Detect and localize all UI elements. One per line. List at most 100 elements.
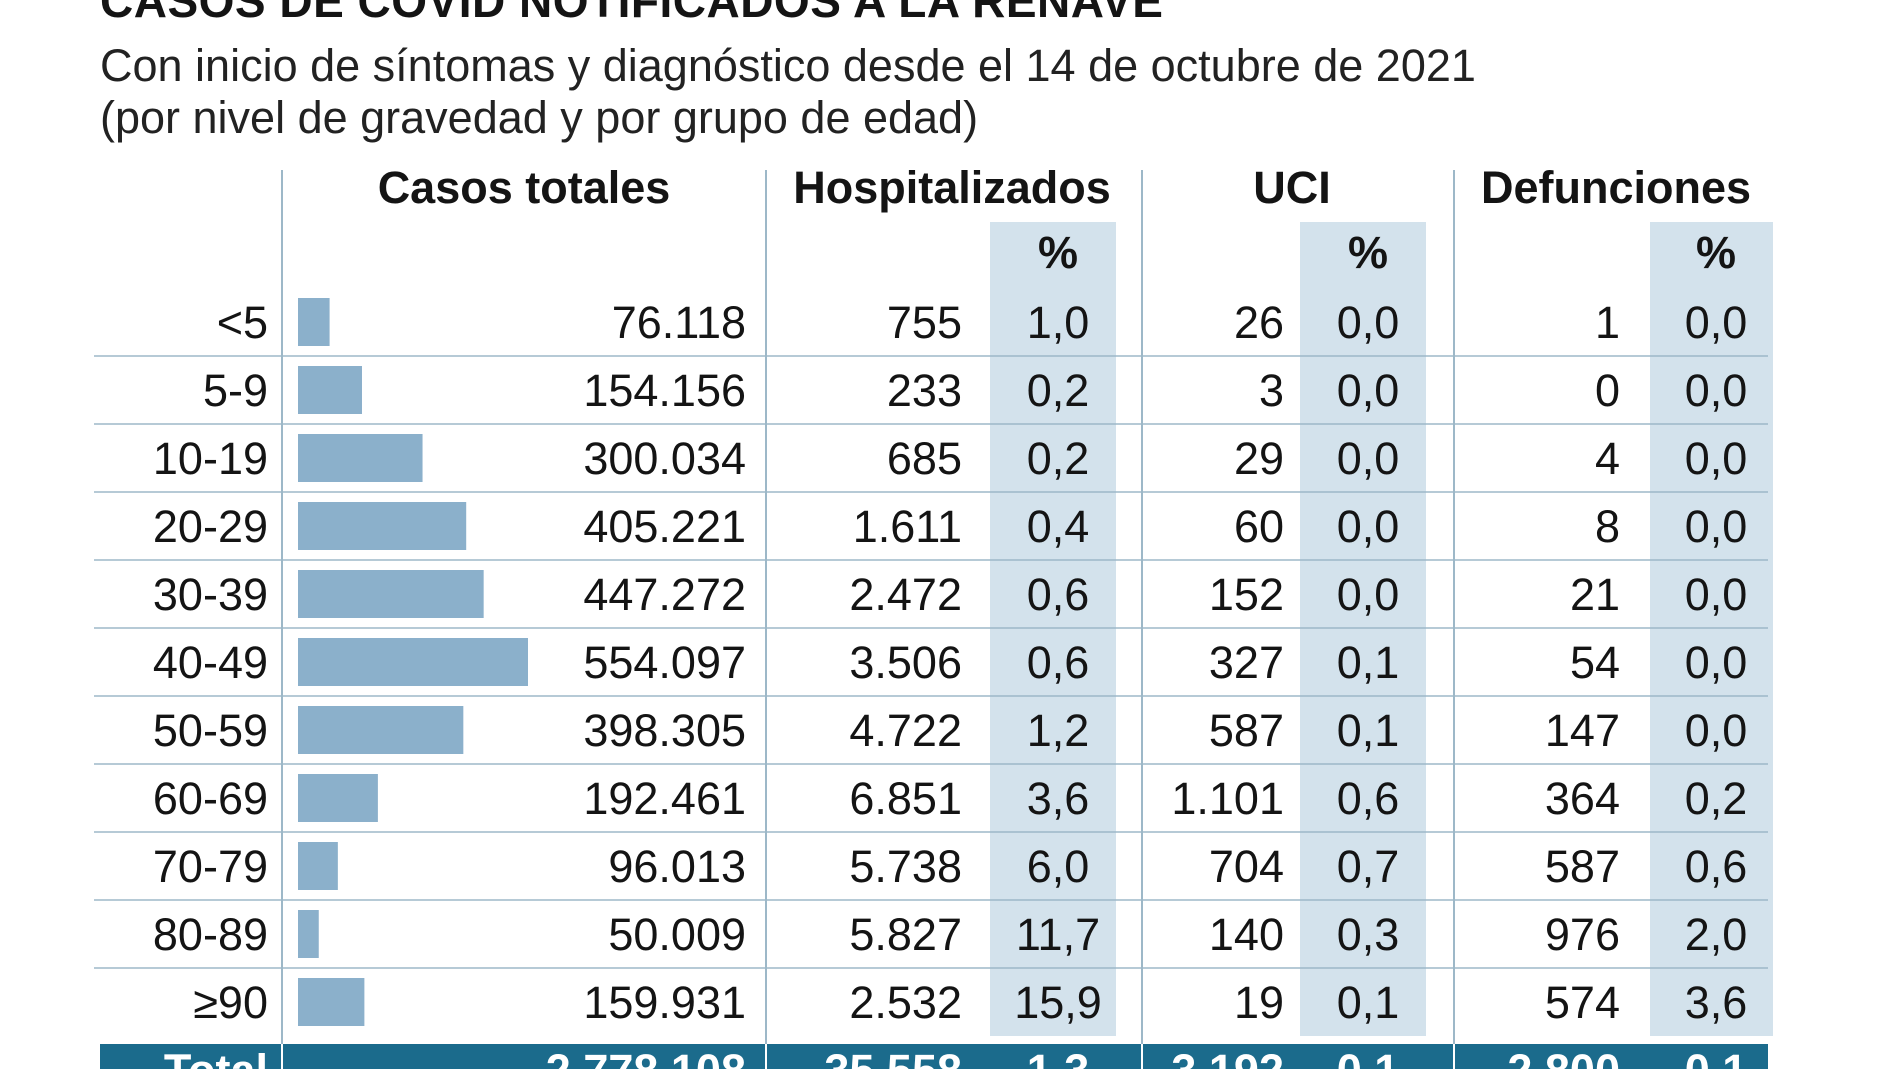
total-band <box>100 1044 1768 1069</box>
table-row: 10-19 300.034 685 0,2 29 0,0 4 0,0 <box>153 433 1747 484</box>
hospitalized-value: 4.722 <box>849 705 962 756</box>
column-headers: Casos totales Hospitalizados UCI Defuncione… <box>378 162 1751 278</box>
uci-value: 19 <box>1234 977 1284 1028</box>
uci-pct: 0,0 <box>1337 569 1400 620</box>
chart-subtitle: Con inicio de síntomas y diagnóstico des… <box>100 40 1476 143</box>
cases-total-value: 159.931 <box>583 977 746 1028</box>
uci-value: 60 <box>1234 501 1284 552</box>
table-rows: <5 76.118 755 1,0 26 0,0 1 0,0 5-9 154.156 233 0,2 3… <box>153 297 1747 1028</box>
total-uci-pct: 0,1 <box>1337 1045 1400 1069</box>
deaths-value: 147 <box>1545 705 1620 756</box>
cases-bar <box>298 366 362 414</box>
hospitalized-value: 755 <box>887 297 962 348</box>
deaths-value: 54 <box>1570 637 1620 688</box>
deaths-value: 8 <box>1595 501 1620 552</box>
table-row: 20-29 405.221 1.611 0,4 60 0,0 8 0,0 <box>153 501 1747 552</box>
total-deaths: 2.800 <box>1507 1045 1620 1069</box>
deaths-value: 1 <box>1595 297 1620 348</box>
deaths-pct: 0,0 <box>1685 365 1748 416</box>
age-group-label: 40-49 <box>153 637 268 688</box>
deaths-value: 976 <box>1545 909 1620 960</box>
column-divider-lines <box>281 170 1455 1069</box>
table-row: 40-49 554.097 3.506 0,6 327 0,1 54 0,0 <box>153 637 1747 688</box>
uci-value: 704 <box>1209 841 1284 892</box>
hospitalized-pct: 1,2 <box>1027 705 1090 756</box>
deaths-value: 0 <box>1595 365 1620 416</box>
cases-bar <box>298 434 423 482</box>
uci-pct: 0,7 <box>1337 841 1400 892</box>
total-label: Total <box>164 1045 268 1069</box>
hospitalized-pct: 15,9 <box>1014 977 1102 1028</box>
uci-pct: 0,0 <box>1337 501 1400 552</box>
hospitalized-value: 1.611 <box>853 501 962 552</box>
deaths-value: 587 <box>1545 841 1620 892</box>
pct-header-uci: % <box>1348 227 1388 278</box>
hospitalized-pct: 3,6 <box>1027 773 1090 824</box>
deaths-value: 4 <box>1595 433 1620 484</box>
uci-pct: 0,1 <box>1337 977 1400 1028</box>
cases-bar <box>298 706 464 754</box>
deaths-pct: 0,2 <box>1685 773 1748 824</box>
hospitalized-pct: 0,4 <box>1027 501 1090 552</box>
deaths-pct: 2,0 <box>1685 909 1748 960</box>
hospitalized-pct: 0,2 <box>1027 433 1090 484</box>
hospitalized-value: 5.827 <box>849 909 962 960</box>
hospitalized-value: 6.851 <box>849 773 962 824</box>
age-group-label: 70-79 <box>153 841 268 892</box>
pct-header-def: % <box>1696 227 1736 278</box>
cases-total-value: 554.097 <box>583 637 746 688</box>
total-row: Total 2.778.108 35.558 1,3 3.192 0,1 2.800 0,1 <box>100 1044 1768 1069</box>
uci-value: 152 <box>1209 569 1284 620</box>
deaths-pct: 0,0 <box>1685 637 1748 688</box>
cases-bar <box>298 774 378 822</box>
hospitalized-value: 2.472 <box>849 569 962 620</box>
age-group-label: 50-59 <box>153 705 268 756</box>
cases-total-value: 192.461 <box>583 773 746 824</box>
age-group-label: 60-69 <box>153 773 268 824</box>
total-cases: 2.778.108 <box>546 1045 746 1069</box>
table-row: ≥90 159.931 2.532 15,9 19 0,1 574 3,6 <box>193 977 1747 1028</box>
hospitalized-pct: 0,6 <box>1027 637 1090 688</box>
table-row: 30-39 447.272 2.472 0,6 152 0,0 21 0,0 <box>153 569 1747 620</box>
hospitalized-pct: 1,0 <box>1027 297 1090 348</box>
cases-total-value: 96.013 <box>608 841 746 892</box>
deaths-value: 574 <box>1545 977 1620 1028</box>
age-group-label: <5 <box>217 297 268 348</box>
header-casos-totales: Casos totales <box>378 162 671 213</box>
hospitalized-value: 233 <box>887 365 962 416</box>
age-group-label: 80-89 <box>153 909 268 960</box>
hospitalized-pct: 6,0 <box>1027 841 1090 892</box>
row-divider-lines <box>94 355 1768 969</box>
age-group-label: 30-39 <box>153 569 268 620</box>
table-row: 5-9 154.156 233 0,2 3 0,0 0 0,0 <box>203 365 1747 416</box>
age-group-label: 10-19 <box>153 433 268 484</box>
deaths-pct: 0,6 <box>1685 841 1748 892</box>
hospitalized-pct: 11,7 <box>1016 909 1100 960</box>
cases-total-value: 447.272 <box>583 569 746 620</box>
header-defunciones: Defunciones <box>1481 162 1751 213</box>
age-group-label: 5-9 <box>203 365 268 416</box>
deaths-pct: 0,0 <box>1685 705 1748 756</box>
cases-bar <box>298 298 330 346</box>
cases-bar <box>298 638 528 686</box>
uci-pct: 0,6 <box>1337 773 1400 824</box>
uci-value: 26 <box>1234 297 1284 348</box>
table-row: 60-69 192.461 6.851 3,6 1.101 0,6 364 0,2 <box>153 773 1747 824</box>
uci-value: 140 <box>1209 909 1284 960</box>
uci-value: 587 <box>1209 705 1284 756</box>
total-hospitalized-pct: 1,3 <box>1027 1045 1090 1069</box>
uci-pct: 0,1 <box>1337 705 1400 756</box>
pct-header-hosp: % <box>1038 227 1078 278</box>
uci-pct: 0,0 <box>1337 365 1400 416</box>
table-row: 70-79 96.013 5.738 6,0 704 0,7 587 0,6 <box>153 841 1747 892</box>
uci-pct: 0,0 <box>1337 433 1400 484</box>
table-row: 80-89 50.009 5.827 11,7 140 0,3 976 2,0 <box>153 909 1747 960</box>
cases-bar <box>298 978 365 1026</box>
total-uci: 3.192 <box>1171 1045 1284 1069</box>
cases-total-value: 398.305 <box>583 705 746 756</box>
cases-total-value: 154.156 <box>583 365 746 416</box>
deaths-pct: 0,0 <box>1685 501 1748 552</box>
cases-total-value: 405.221 <box>583 501 746 552</box>
uci-value: 1.101 <box>1171 773 1284 824</box>
